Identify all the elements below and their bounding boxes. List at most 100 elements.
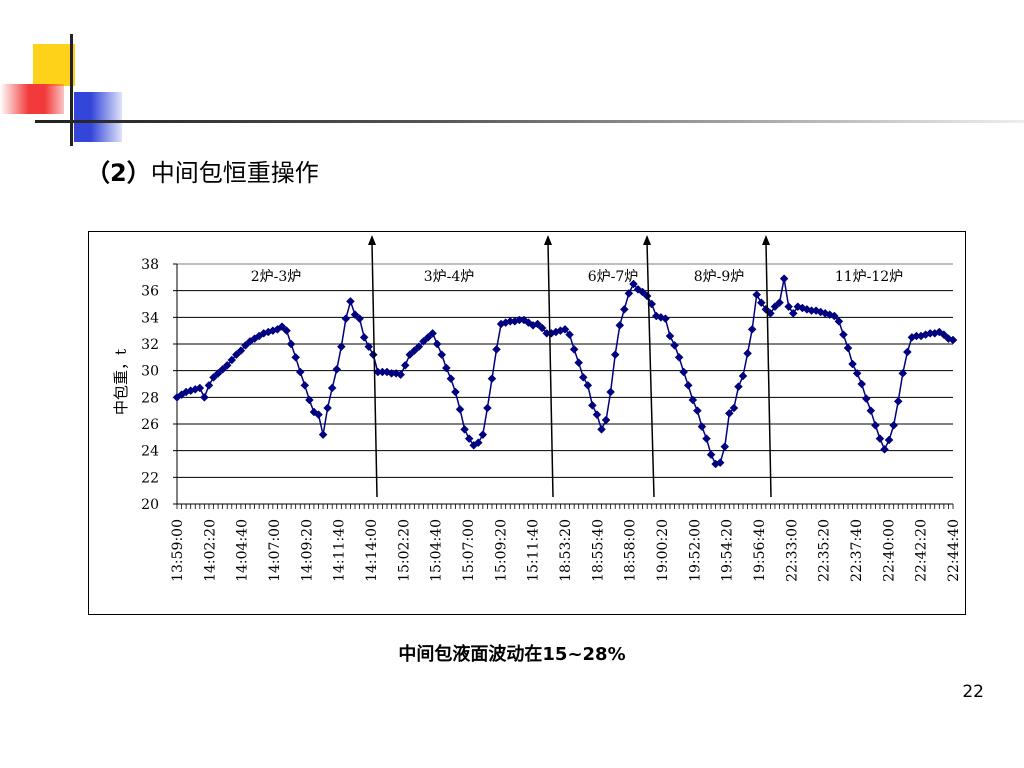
data-point <box>364 342 374 352</box>
data-point <box>405 350 415 360</box>
data-point <box>236 346 246 356</box>
y-tick-label: 34 <box>141 310 159 326</box>
data-point <box>597 424 606 434</box>
data-point <box>318 430 328 440</box>
arrow-head <box>544 235 552 245</box>
data-point <box>432 339 442 349</box>
data-point <box>624 288 634 298</box>
data-point <box>569 344 579 354</box>
data-point <box>706 450 716 460</box>
data-point <box>341 314 351 324</box>
data-point <box>574 358 584 368</box>
data-point <box>752 290 762 300</box>
data-point <box>779 274 789 284</box>
decor-yellow-square <box>33 44 75 86</box>
data-point <box>533 319 542 329</box>
x-tick-label: 18:58:00 <box>623 519 639 582</box>
data-point <box>487 374 497 384</box>
data-point <box>601 415 611 425</box>
x-tick-label: 14:07:00 <box>267 519 283 582</box>
data-point <box>610 350 620 360</box>
y-tick-label: 38 <box>141 257 159 273</box>
data-point <box>884 435 894 445</box>
data-point <box>615 320 625 330</box>
data-point <box>204 380 214 390</box>
data-point <box>720 442 730 452</box>
x-tick-label: 15:07:00 <box>461 519 477 582</box>
data-point <box>336 342 346 352</box>
data-point <box>350 310 360 320</box>
data-point <box>437 350 447 360</box>
line-chart: 20 22 24 26 28 30 32 34 36 38 13:59:00 14:02:20 14:… <box>112 235 962 582</box>
data-point <box>222 360 232 370</box>
data-point <box>683 380 693 390</box>
data-point <box>428 328 437 338</box>
data-point <box>578 372 588 382</box>
data-point <box>327 383 337 393</box>
data-point <box>414 342 424 352</box>
data-point <box>368 350 378 360</box>
data-point <box>286 339 296 349</box>
x-tick-label: 22:44:40 <box>946 519 962 582</box>
heat-annotation: 8炉-9炉 <box>694 269 745 285</box>
x-tick-label: 22:33:00 <box>784 519 800 582</box>
x-tick-label: 18:55:40 <box>590 519 606 582</box>
y-tick-label: 24 <box>141 444 159 460</box>
data-point <box>565 330 574 340</box>
data-point <box>665 331 675 341</box>
x-tick-label: 13:59:00 <box>170 519 186 582</box>
data-point <box>619 304 629 314</box>
data-point <box>871 420 880 430</box>
data-point <box>583 380 593 390</box>
x-tick-label: 19:52:00 <box>687 519 703 582</box>
data-point <box>537 323 547 333</box>
data-point <box>400 360 410 370</box>
decor-vertical-line <box>70 34 73 146</box>
data-point <box>241 340 250 350</box>
data-point <box>702 434 711 444</box>
data-point <box>638 287 647 297</box>
data-point <box>560 324 570 334</box>
data-point <box>492 344 501 354</box>
data-point <box>756 298 766 308</box>
data-point <box>784 302 794 312</box>
data-point <box>346 296 355 306</box>
data-point <box>629 279 638 289</box>
data-point <box>715 458 725 468</box>
x-tick-label: 22:37:40 <box>849 519 865 582</box>
data-point <box>209 372 218 382</box>
y-tick-label: 30 <box>141 364 159 380</box>
data-point <box>455 404 465 414</box>
data-point <box>843 343 853 353</box>
slide-title-prefix: （2） <box>86 159 151 187</box>
data-point <box>300 380 310 390</box>
data-point <box>670 340 679 350</box>
data-point <box>483 403 492 413</box>
y-tick-label: 22 <box>141 470 159 486</box>
data-point <box>679 367 689 377</box>
data-point <box>200 392 209 402</box>
data-point <box>829 311 839 321</box>
heat-annotation: 2炉-3炉 <box>251 269 302 285</box>
data-point <box>661 314 670 324</box>
data-point <box>880 444 889 454</box>
decor-red-gradient-bar <box>0 84 64 114</box>
data-point <box>834 316 844 326</box>
data-point <box>866 406 876 416</box>
data-point <box>419 336 428 346</box>
data-point <box>592 410 602 420</box>
data-point <box>314 410 323 420</box>
data-point <box>743 348 752 358</box>
data-point <box>213 368 223 378</box>
data-point <box>478 430 488 440</box>
y-tick-labels: 20 22 24 26 28 30 32 34 36 38 <box>141 257 159 513</box>
x-tick-label: 14:04:40 <box>235 519 251 582</box>
x-tick-label: 18:53:20 <box>558 519 574 582</box>
data-point <box>305 395 314 405</box>
data-point <box>355 314 364 324</box>
data-point <box>861 394 871 404</box>
arrow-head <box>368 235 376 245</box>
x-tick-label: 14:11:40 <box>332 519 348 582</box>
data-point <box>839 330 848 340</box>
x-tick-label: 15:04:40 <box>429 519 445 582</box>
